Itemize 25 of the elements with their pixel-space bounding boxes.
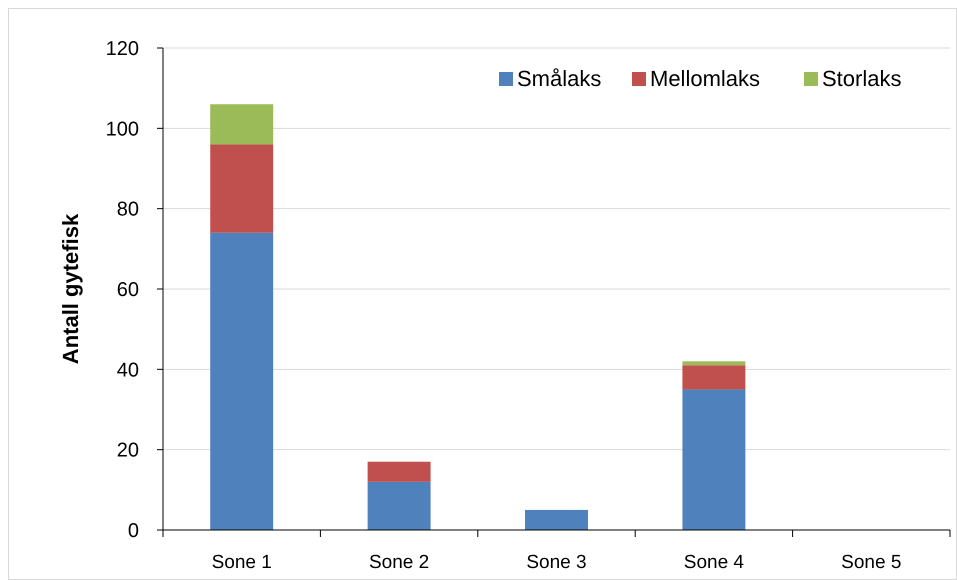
x-tick-label: Sone 2: [368, 552, 430, 573]
legend-label: Smålaks: [517, 66, 602, 91]
bar: [682, 389, 746, 530]
bar: [682, 365, 746, 390]
legend-label: Mellomlaks: [650, 66, 760, 91]
y-tick-label: 60: [116, 279, 139, 301]
bar: [368, 462, 431, 482]
bar: [210, 104, 274, 144]
bar: [210, 232, 274, 530]
bar: [368, 482, 431, 530]
bar: [525, 510, 588, 530]
bar: [682, 361, 746, 366]
bar: [210, 144, 274, 233]
y-tick-label: 120: [106, 38, 139, 60]
y-tick-label: 20: [116, 440, 139, 462]
y-tick-label: 100: [106, 118, 139, 140]
x-tick-label: Sone 1: [212, 552, 272, 573]
x-tick-label: Sone 3: [526, 552, 587, 573]
y-axis-title: Antall gytefisk: [58, 213, 83, 364]
y-tick-label: 0: [128, 520, 139, 542]
x-tick-label: Sone 4: [684, 552, 744, 573]
legend-label: Storlaks: [822, 66, 902, 91]
y-tick-label: 80: [116, 198, 139, 221]
y-tick-label: 40: [116, 359, 139, 382]
x-tick-label: Sone 5: [841, 552, 902, 573]
